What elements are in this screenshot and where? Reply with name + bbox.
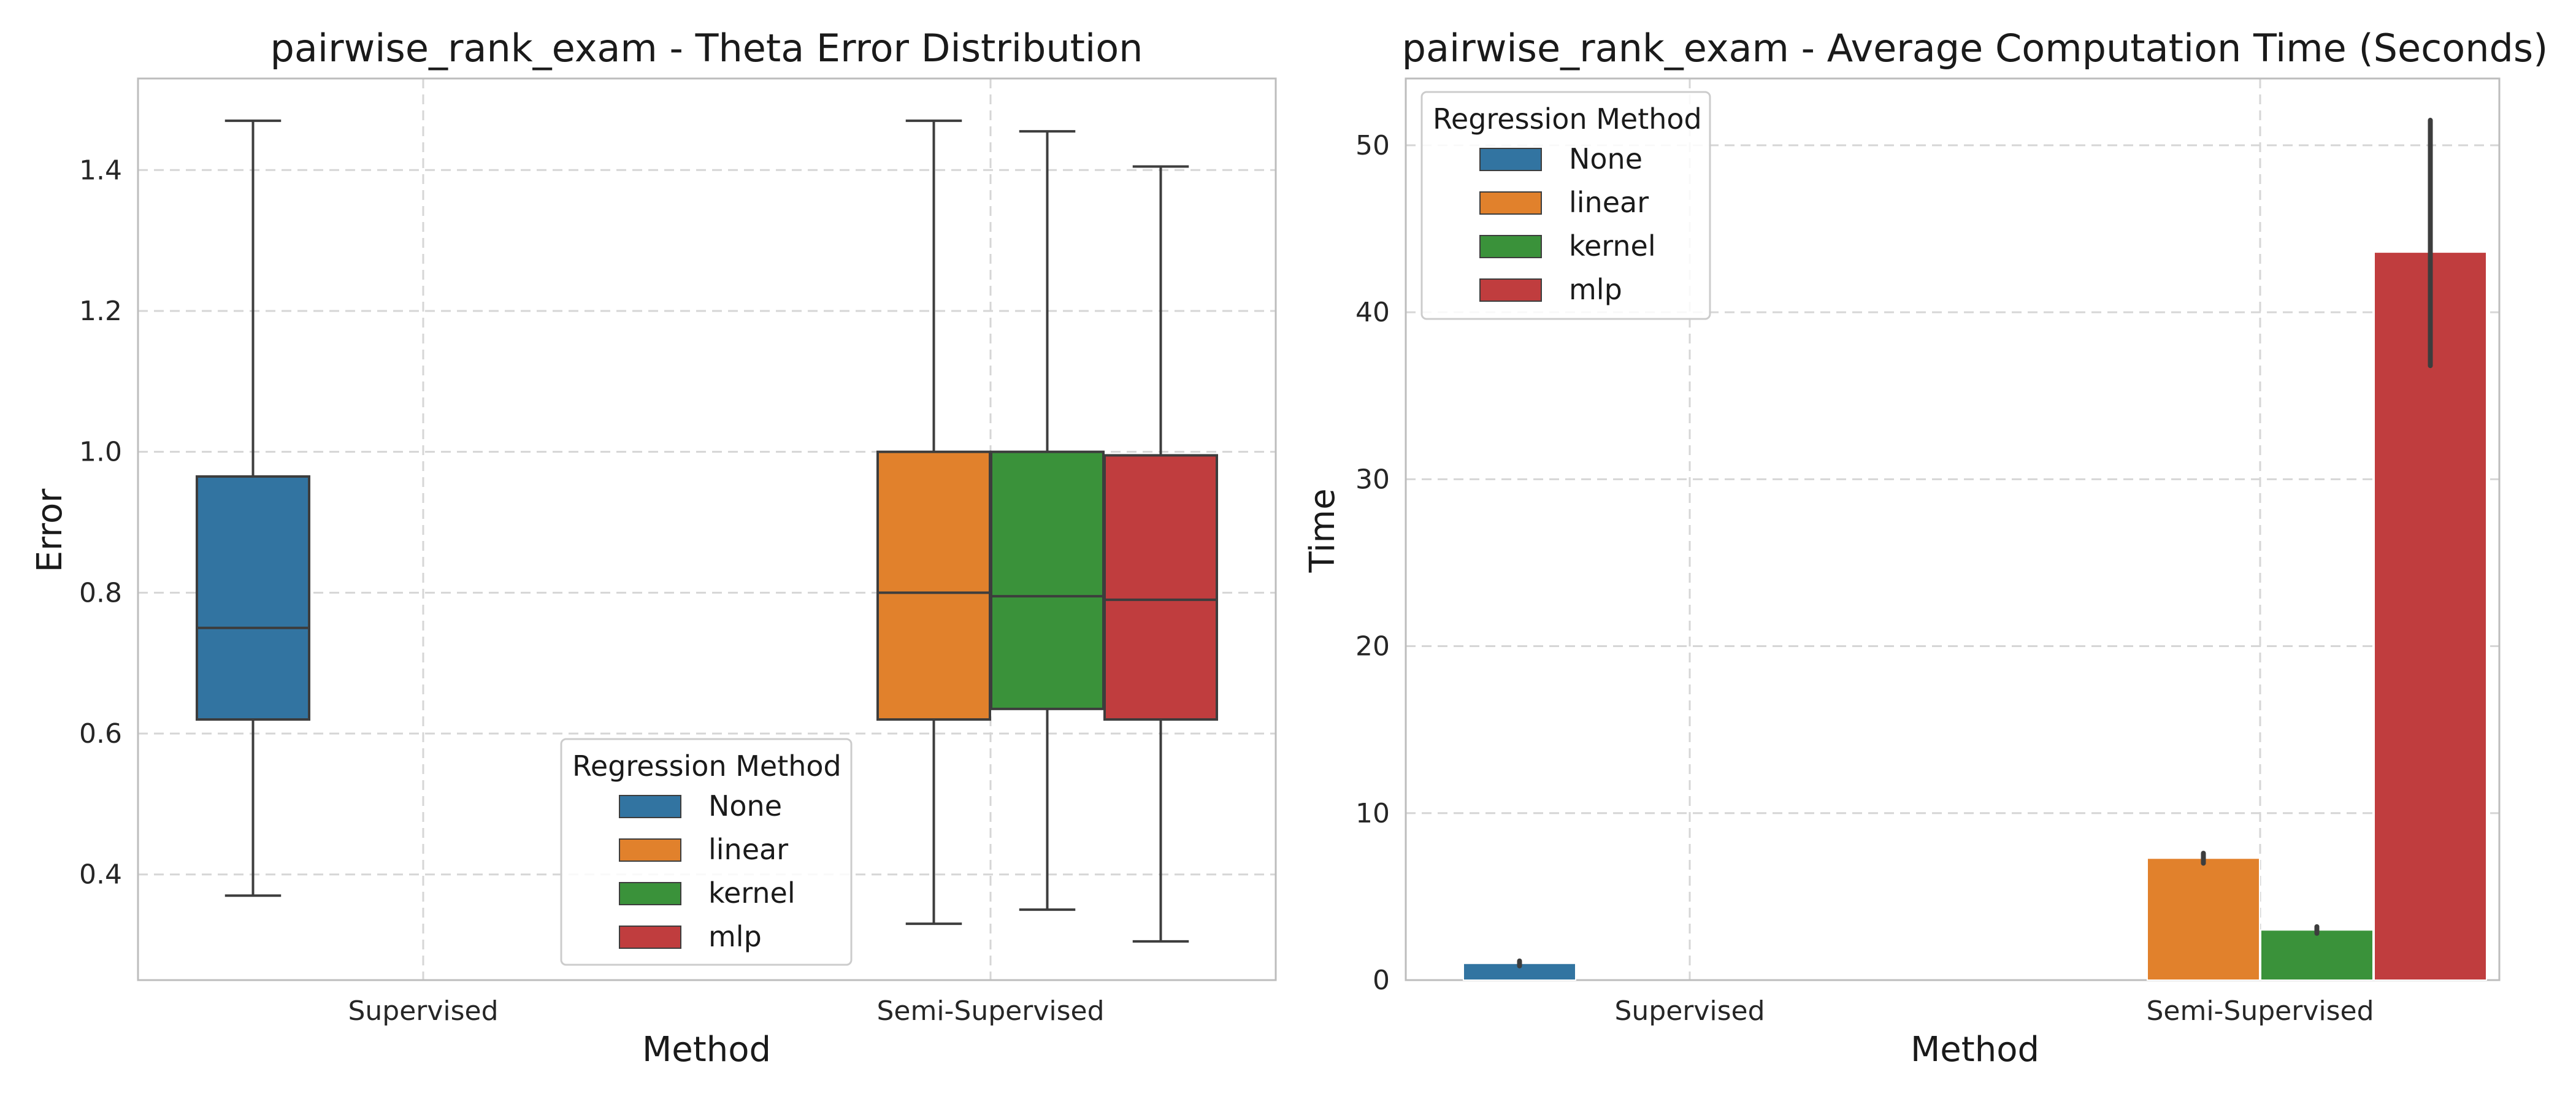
error-x-tick-label-supervised: Supervised bbox=[348, 995, 498, 1027]
time-legend-swatch-kernel bbox=[1479, 235, 1542, 258]
time-chart-plot-frame bbox=[1405, 77, 2501, 981]
time-y-tick-label: 40 bbox=[1355, 297, 1390, 328]
time-legend-label-mlp: mlp bbox=[1569, 273, 1622, 306]
error-y-tick-label: 1.2 bbox=[79, 296, 122, 327]
error-x-tick-label-semi-supervised: Semi-Supervised bbox=[876, 995, 1104, 1027]
error-y-tick-label: 0.8 bbox=[79, 577, 122, 608]
time-kernel-semi-supervised-bar-group bbox=[2260, 924, 2374, 981]
error-chart-x-ticks: Supervised Semi-Supervised bbox=[348, 995, 1104, 1027]
time-legend-swatch-mlp bbox=[1479, 278, 1542, 302]
time-chart-x-ticks: Supervised Semi-Supervised bbox=[1614, 995, 2374, 1027]
time-chart-y-ticks: 0 10 20 30 40 50 bbox=[1355, 130, 1390, 996]
time-y-tick-label: 30 bbox=[1355, 464, 1390, 495]
time-chart-bars bbox=[1463, 118, 2487, 981]
error-linear-semi-supervised-iqr-rect bbox=[876, 450, 991, 721]
time-y-tick-label: 0 bbox=[1373, 965, 1390, 996]
error-legend-swatch-linear bbox=[619, 838, 681, 862]
time-mlp-semi-supervised-bar bbox=[2374, 251, 2487, 981]
error-linear-semi-supervised-box bbox=[876, 119, 991, 926]
error-legend-label-kernel: kernel bbox=[708, 876, 795, 910]
error-mlp-semi-supervised-box bbox=[1103, 165, 1218, 943]
error-none-supervised-box bbox=[196, 119, 310, 897]
time-legend-swatch-none bbox=[1479, 148, 1542, 171]
error-legend-swatch-mlp bbox=[619, 926, 681, 949]
error-chart-x-axis-label: Method bbox=[642, 1030, 771, 1070]
error-chart-plot-frame bbox=[137, 77, 1277, 981]
error-y-tick-label: 0.4 bbox=[79, 859, 122, 891]
time-legend-label-kernel: kernel bbox=[1569, 229, 1656, 263]
time-chart-title: pairwise_rank_exam - Average Computation… bbox=[1402, 26, 2548, 71]
error-y-tick-label: 0.6 bbox=[79, 718, 122, 749]
time-y-tick-label: 10 bbox=[1355, 798, 1390, 829]
time-mlp-semi-supervised-bar-group bbox=[2374, 118, 2487, 981]
error-chart-boxes bbox=[196, 119, 1218, 943]
time-x-tick-label-semi-supervised: Semi-Supervised bbox=[2146, 995, 2374, 1027]
error-chart-y-ticks: 0.4 0.6 0.8 1.0 1.2 1.4 bbox=[79, 155, 122, 890]
time-chart-x-axis-label: Method bbox=[1911, 1030, 2039, 1070]
time-y-tick-label: 20 bbox=[1355, 631, 1390, 662]
error-y-tick-label: 1.0 bbox=[79, 437, 122, 468]
error-legend-label-mlp: mlp bbox=[708, 920, 762, 953]
error-legend-swatch-kernel bbox=[619, 882, 681, 905]
error-kernel-semi-supervised-box bbox=[990, 130, 1105, 911]
error-mlp-semi-supervised-iqr-rect bbox=[1103, 454, 1218, 721]
time-x-tick-label-supervised: Supervised bbox=[1614, 995, 1765, 1027]
time-kernel-semi-supervised-bar bbox=[2260, 929, 2374, 981]
time-legend-label-none: None bbox=[1569, 142, 1643, 175]
error-chart-legend: Regression Method None linear kernel mlp bbox=[560, 738, 853, 966]
error-legend-swatch-none bbox=[619, 795, 681, 818]
error-legend-label-none: None bbox=[708, 789, 782, 822]
error-none-supervised-iqr-rect bbox=[196, 475, 310, 721]
error-kernel-semi-supervised-iqr-rect bbox=[990, 450, 1105, 710]
time-legend-swatch-linear bbox=[1479, 191, 1542, 215]
time-barchart-panel: pairwise_rank_exam - Average Computation… bbox=[1303, 26, 2548, 1070]
error-chart-title: pairwise_rank_exam - Theta Error Distrib… bbox=[270, 26, 1143, 71]
error-boxplot-panel: pairwise_rank_exam - Theta Error Distrib… bbox=[30, 26, 1277, 1070]
time-legend-label-linear: linear bbox=[1569, 186, 1649, 219]
time-chart-legend: Regression Method None linear kernel mlp bbox=[1420, 91, 1711, 320]
time-linear-semi-supervised-bar-group bbox=[2147, 851, 2260, 981]
time-y-tick-label: 50 bbox=[1355, 130, 1390, 161]
error-chart-y-axis-label: Error bbox=[30, 488, 70, 572]
error-legend-title: Regression Method bbox=[572, 749, 841, 783]
error-legend-label-linear: linear bbox=[708, 833, 788, 866]
time-none-supervised-bar-group bbox=[1463, 958, 1576, 981]
time-chart-y-axis-label: Time bbox=[1303, 488, 1343, 573]
time-legend-title: Regression Method bbox=[1433, 102, 1702, 136]
error-y-tick-label: 1.4 bbox=[79, 155, 122, 186]
time-linear-semi-supervised-bar bbox=[2147, 857, 2260, 981]
